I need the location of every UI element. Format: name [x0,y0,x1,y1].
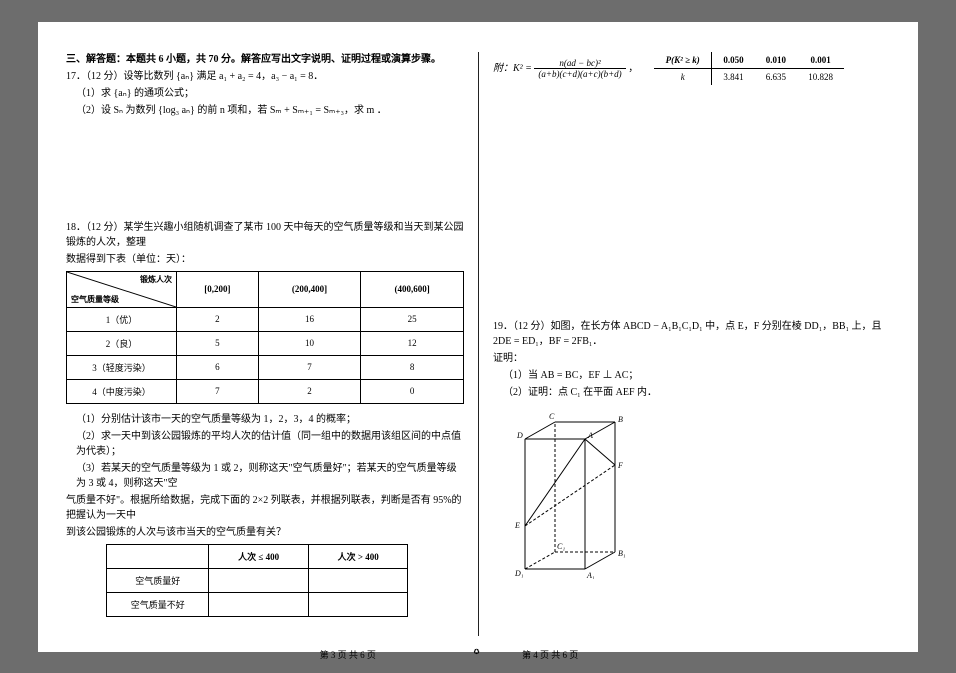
section-heading: 三、解答题：本题共 6 小题，共 70 分。解答应写出文字说明、证明过程或演算步… [66,52,464,67]
diag-top-label: 锻炼人次 [140,274,172,285]
lbl-F: F [617,461,623,470]
col-header: (400,600] [361,271,464,307]
cuboid-figure: D A B C D₁ A₁ B₁ C₁ E F [505,404,890,582]
col-header: 人次 > 400 [308,544,408,568]
fraction: n(ad − bc)² (a+b)(c+d)(a+c)(b+d) [534,58,625,79]
blank-space [493,89,890,319]
q19-p2: （2）证明：点 C₁ 在平面 AEF 内． [493,385,890,400]
table-row: P(K² ≥ k) 0.050 0.010 0.001 [654,52,844,69]
cell: 5 [177,331,259,355]
cell [308,568,408,592]
cell: 0 [361,379,464,403]
row-label: 2（良） [67,331,177,355]
q17-title: 17．（12 分）设等比数列 {aₙ} 满足 a₁ + a₂ = 4，a₃ − … [66,69,464,84]
table-row: 空气质量不好 [107,592,408,616]
cell: 8 [361,355,464,379]
footer-left: 第 3 页 共 6 页 [320,648,376,661]
cell [308,592,408,616]
table-row: 空气质量好 [107,568,408,592]
table-row: k 3.841 6.635 10.828 [654,68,844,85]
cell [209,592,308,616]
table-row: 4（中度污染） 7 2 0 [67,379,464,403]
exam-page: 三、解答题：本题共 6 小题，共 70 分。解答应写出文字说明、证明过程或演算步… [38,22,918,652]
q19-title2: 证明： [493,351,890,366]
row-label: 空气质量好 [107,568,209,592]
q17-part2: （2）设 Sₙ 为数列 {log₃ aₙ} 的前 n 项和，若 Sₘ + Sₘ₊… [66,103,464,118]
table-row: 1（优） 2 16 25 [67,307,464,331]
cell: 25 [361,307,464,331]
q18-p3b: 气质量不好"。根据所给数据，完成下面的 2×2 列联表，并根据列联表，判断是否有… [66,493,464,523]
q18-p1: （1）分别估计该市一天的空气质量等级为 1，2，3，4 的概率； [66,412,464,427]
left-column: 三、解答题：本题共 6 小题，共 70 分。解答应写出文字说明、证明过程或演算步… [66,52,478,636]
formula-numerator: n(ad − bc)² [534,58,625,69]
cell: 10.828 [797,68,844,85]
row-label: 1（优） [67,307,177,331]
k2-formula: 附：K² = n(ad − bc)² (a+b)(c+d)(a+c)(b+d) … [493,58,638,79]
col-header: (200,400] [258,271,361,307]
col-header: 人次 ≤ 400 [209,544,308,568]
row-label: 3（轻度污染） [67,355,177,379]
q18-table1: 锻炼人次 空气质量等级 [0,200] (200,400] (400,600] … [66,271,464,404]
q18-p3a: （3）若某天的空气质量等级为 1 或 2，则称这天"空气质量好"；若某天的空气质… [66,461,464,491]
table-row: 3（轻度污染） 6 7 8 [67,355,464,379]
q18-intro2: 数据得到下表（单位：天）： [66,252,464,267]
lbl-A: A [587,431,593,440]
cell: 2 [258,379,361,403]
table-row: 锻炼人次 空气质量等级 [0,200] (200,400] (400,600] [67,271,464,307]
q18-p2: （2）求一天中到该公园锻炼的平均人次的估计值（同一组中的数据用该组区间的中点值为… [66,429,464,459]
q18-p3c: 到该公园锻炼的人次与该市当天的空气质量有关？ [66,525,464,540]
cell: 0.001 [797,52,844,69]
q19-p1: （1）当 AB = BC，EF ⊥ AC； [493,368,890,383]
table-row: 人次 ≤ 400 人次 > 400 [107,544,408,568]
formula-label: 附：K² = [493,62,532,73]
diag-bottom-label: 空气质量等级 [71,294,119,305]
lbl-C: C [549,412,555,421]
lbl-E: E [514,521,520,530]
blank-space [66,120,464,220]
lbl-D: D [516,431,523,440]
lbl-D1: D₁ [514,569,524,578]
lbl-B: B [618,415,623,424]
cell: 16 [258,307,361,331]
q18-intro1: 18．（12 分）某学生兴趣小组随机调查了某市 100 天中每天的空气质量等级和… [66,220,464,250]
row-label: 4（中度污染） [67,379,177,403]
cell: 7 [258,355,361,379]
q19-title1: 19．（12 分）如图，在长方体 ABCD − A₁B₁C₁D₁ 中，点 E，F… [493,319,890,349]
cell: 0.050 [712,52,755,69]
k-table: P(K² ≥ k) 0.050 0.010 0.001 k 3.841 6.63… [654,52,844,85]
diag-header-cell: 锻炼人次 空气质量等级 [67,271,177,307]
cell: 3.841 [712,68,755,85]
cell: 0.010 [755,52,797,69]
cell: 10 [258,331,361,355]
cuboid-svg-icon: D A B C D₁ A₁ B₁ C₁ E F [505,404,635,579]
cell: 12 [361,331,464,355]
formula-denominator: (a+b)(c+d)(a+c)(b+d) [534,69,625,79]
lbl-B1: B₁ [618,549,626,558]
row-label: 空气质量不好 [107,592,209,616]
k-row-label: k [654,68,712,85]
lbl-A1: A₁ [586,571,595,579]
k2-formula-row: 附：K² = n(ad − bc)² (a+b)(c+d)(a+c)(b+d) … [493,52,890,85]
col-header: [0,200] [177,271,259,307]
cell: 6.635 [755,68,797,85]
cell: 7 [177,379,259,403]
cell [209,568,308,592]
lbl-C1: C₁ [557,542,565,551]
footer-right: 第 4 页 共 6 页 [522,648,578,661]
cell: 6 [177,355,259,379]
formula-tail: ， [628,62,638,73]
q17-part1: （1）求 {aₙ} 的通项公式； [66,86,464,101]
table-row: 2（良） 5 10 12 [67,331,464,355]
q18-table2: 人次 ≤ 400 人次 > 400 空气质量好 空气质量不好 [106,544,408,617]
k-header: P(K² ≥ k) [654,52,712,69]
right-column: 附：K² = n(ad − bc)² (a+b)(c+d)(a+c)(b+d) … [478,52,890,636]
cell: 2 [177,307,259,331]
footer-center-icon: ✪ [474,648,480,656]
